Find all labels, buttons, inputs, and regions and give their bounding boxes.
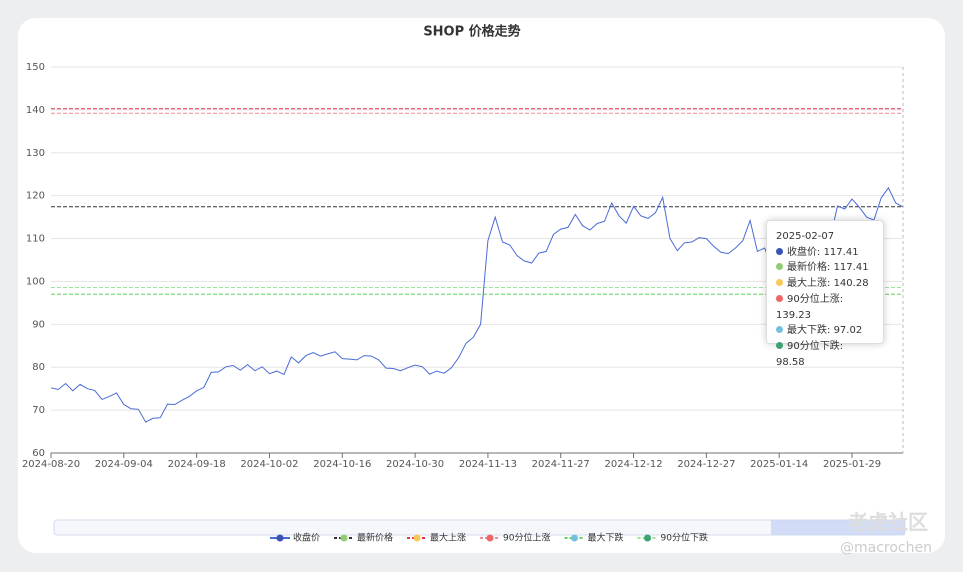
tooltip-row: 最大下跌: 97.02 [776,323,874,339]
y-tick-label: 80 [32,362,45,373]
y-tick-label: 130 [26,148,45,159]
legend-hit[interactable] [480,532,550,544]
y-tick-label: 70 [32,405,45,416]
x-tick-label: 2024-12-12 [605,459,663,470]
legend-hit[interactable] [638,532,708,544]
y-tick-label: 150 [26,62,45,73]
tooltip-value: 139.23 [776,309,811,321]
watermark-handle: @macrochen [840,540,932,556]
tooltip-label: 最大上涨 [787,278,827,290]
legend-icon-dot [644,534,652,542]
legend-label: 最大上涨 [430,532,466,544]
tooltip-label: 90分位上涨 [787,293,840,305]
x-tick-label: 2025-01-14 [750,459,808,470]
tooltip-value: 140.28 [833,278,869,290]
tooltip-value: 117.41 [823,246,859,258]
y-tick-label: 100 [26,276,45,287]
tooltip-dot [776,263,783,271]
tooltip-row: 90分位下跌: 98.58 [776,340,844,368]
watermark-brand: 老虎社区 [848,510,928,534]
legend-label: 收盘价 [293,532,320,544]
tooltip-row: 收盘价: 117.41 [776,245,874,261]
tooltip-row: 最新价格: 117.41 [776,260,874,276]
y-tick-label: 110 [26,234,45,245]
legend-icon-dot [486,534,494,542]
tooltip-dot [776,247,783,255]
x-tick-label: 2025-01-29 [823,459,881,470]
legend-icon-dot [413,534,421,542]
x-tick-label: 2024-09-04 [95,459,153,470]
legend-label: 最新价格 [357,532,393,544]
legend-hit[interactable] [334,532,393,544]
tooltip-label: 收盘价 [787,246,817,258]
tooltip-label: 最大下跌 [787,325,827,337]
x-tick-label: 2024-12-27 [677,459,735,470]
legend-icon-dot [571,534,578,542]
tooltip-dot [776,326,783,334]
y-tick-label: 90 [32,319,45,330]
tooltip-dot [776,294,783,302]
legend-hit[interactable] [407,532,466,544]
tooltip-row: 90分位上涨: 139.23 [776,293,844,321]
x-tick-label: 2024-10-16 [313,459,371,470]
price-line [50,186,904,423]
tooltip-value: 97.02 [833,325,863,337]
x-tick-label: 2024-11-27 [532,459,590,470]
chart-title: SHOP 价格走势 [423,24,520,40]
y-tick-label: 60 [32,448,45,459]
tooltip-label: 90分位下跌 [787,340,840,352]
y-tick-label: 140 [26,105,45,116]
tooltip-value: 117.41 [833,262,869,274]
x-tick-label: 2024-08-20 [22,459,80,470]
tooltip-row: 最大上涨: 140.28 [776,276,874,292]
tooltip-date: 2025-02-07 [776,231,835,242]
legend-hit[interactable] [270,532,320,544]
legend-hit[interactable] [565,532,624,544]
tooltip: 2025-02-07 收盘价: 117.41 最新价格: 117.41 最大上涨: 1… [766,220,884,368]
zoom-window[interactable] [771,520,905,535]
legend-label: 90分位上涨 [503,532,550,544]
x-tick-label: 2024-10-02 [240,459,298,470]
tooltip-label: 最新价格 [787,262,827,274]
x-tick-label: 2024-09-18 [168,459,226,470]
legend-label: 最大下跌 [588,532,624,544]
legend-icon-dot [276,534,284,542]
legend-label: 90分位下跌 [661,532,708,544]
y-tick-label: 120 [26,191,45,202]
tooltip-dot [776,279,783,287]
x-tick-label: 2024-10-30 [386,459,444,470]
x-tick-label: 2024-11-13 [459,459,517,470]
tooltip-dot [776,341,783,349]
legend-icon-dot [340,534,348,542]
tooltip-value: 98.58 [776,356,805,368]
